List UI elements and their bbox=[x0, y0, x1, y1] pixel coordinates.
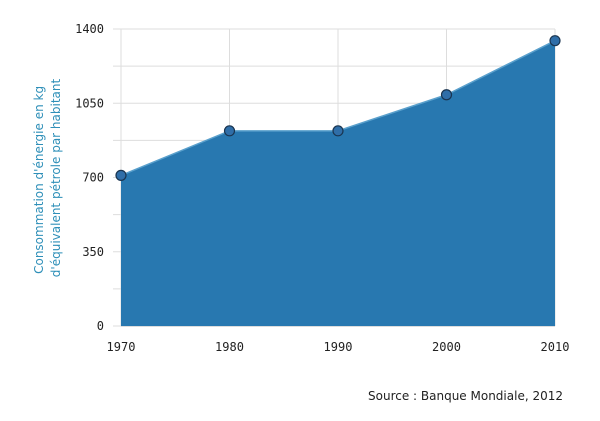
data-point[interactable] bbox=[332, 125, 344, 137]
y-axis-title-line-2: d'équivalent pétrole par habitant bbox=[49, 79, 63, 278]
marker-layer bbox=[115, 35, 561, 181]
data-point[interactable] bbox=[440, 89, 453, 101]
x-tick-label: 1990 bbox=[324, 340, 353, 354]
x-tick-label: 1980 bbox=[215, 340, 244, 354]
series-area bbox=[121, 40, 555, 327]
x-tick-label: 1970 bbox=[107, 340, 136, 354]
y-axis-ticks: 0 350 700 1050 1400 bbox=[75, 22, 104, 333]
data-point[interactable] bbox=[223, 125, 236, 137]
y-tick-label: 350 bbox=[82, 245, 104, 259]
y-axis-title: Consommation d'énergie en kg d'équivalen… bbox=[32, 79, 63, 278]
x-tick-label: 2000 bbox=[432, 340, 461, 354]
y-tick-label: 700 bbox=[82, 171, 104, 185]
y-axis-title-line-1: Consommation d'énergie en kg bbox=[32, 86, 46, 274]
source-text: Source : Banque Mondiale, 2012 bbox=[368, 389, 563, 403]
data-point[interactable] bbox=[115, 169, 127, 181]
y-tick-label: 1050 bbox=[75, 96, 104, 110]
y-tick-label: 1400 bbox=[75, 22, 104, 36]
y-tick-label: 0 bbox=[97, 319, 104, 333]
x-tick-label: 2010 bbox=[541, 340, 570, 354]
data-point[interactable] bbox=[549, 35, 561, 47]
x-axis-ticks: 1970 1980 1990 2000 2010 bbox=[107, 340, 570, 354]
